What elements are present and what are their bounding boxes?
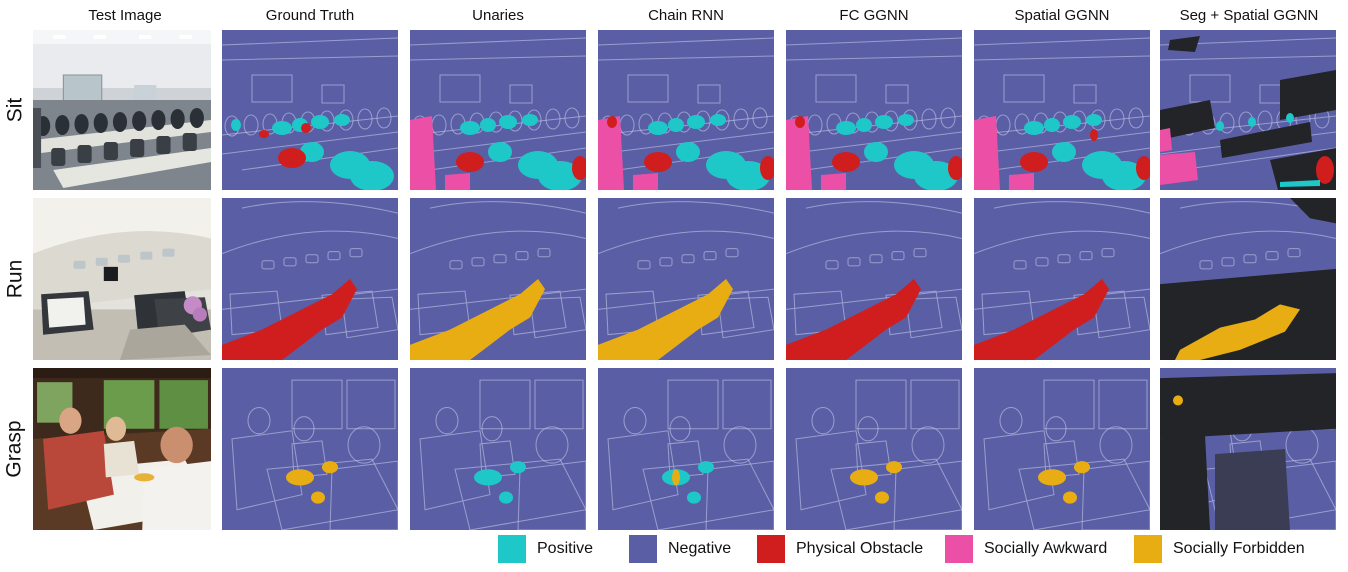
cell-run-ground-truth bbox=[222, 198, 398, 360]
row-label-sit: Sit bbox=[2, 97, 26, 123]
affordance-map-run-unaries bbox=[410, 198, 586, 360]
affordance-map-sit-seg-spatial-ggnn bbox=[1160, 30, 1336, 190]
cell-grasp-fc-ggnn bbox=[786, 368, 962, 530]
legend-label-positive: Positive bbox=[537, 540, 594, 557]
legend-item-socially-awkward: Socially Awkward bbox=[945, 533, 1107, 565]
legend-item-socially-forbidden: Socially Forbidden bbox=[1134, 533, 1305, 565]
legend-label-negative: Negative bbox=[668, 540, 732, 557]
cell-run-spatial-ggnn bbox=[974, 198, 1150, 360]
legend-swatch-positive bbox=[498, 535, 526, 563]
affordance-map-grasp-unaries bbox=[410, 368, 586, 530]
affordance-map-grasp-spatial-ggnn bbox=[974, 368, 1150, 530]
affordance-map-sit-chain-rnn bbox=[598, 30, 774, 190]
photo-grasp bbox=[33, 368, 211, 530]
cell-grasp-test-image bbox=[33, 368, 211, 530]
affordance-map-sit-fc-ggnn bbox=[786, 30, 962, 190]
cell-grasp-ground-truth bbox=[222, 368, 398, 530]
row-label-grasp: Grasp bbox=[3, 420, 26, 478]
cell-run-unaries bbox=[410, 198, 586, 360]
affordance-map-sit-ground-truth bbox=[222, 30, 398, 190]
cell-run-chain-rnn bbox=[598, 198, 774, 360]
affordance-map-run-spatial-ggnn bbox=[974, 198, 1150, 360]
cell-sit-ground-truth bbox=[222, 30, 398, 190]
cell-grasp-unaries bbox=[410, 368, 586, 530]
affordance-map-run-ground-truth bbox=[222, 198, 398, 360]
cell-sit-test-image bbox=[33, 30, 211, 190]
legend-item-negative: Negative bbox=[629, 533, 731, 565]
affordance-map-grasp-chain-rnn bbox=[598, 368, 774, 530]
cell-sit-spatial-ggnn bbox=[974, 30, 1150, 190]
legend-label-physical-obstacle: Physical Obstacle bbox=[796, 540, 924, 557]
affordance-map-sit-spatial-ggnn bbox=[974, 30, 1150, 190]
cell-run-seg-spatial-ggnn bbox=[1160, 198, 1336, 360]
affordance-map-run-chain-rnn bbox=[598, 198, 774, 360]
affordance-map-run-seg-spatial-ggnn bbox=[1160, 198, 1336, 360]
column-header-fc-ggnn: FC GGNN bbox=[839, 7, 909, 24]
legend-swatch-socially-awkward bbox=[945, 535, 973, 563]
cell-run-fc-ggnn bbox=[786, 198, 962, 360]
cell-sit-fc-ggnn bbox=[786, 30, 962, 190]
column-header-test-image: Test Image bbox=[88, 7, 162, 24]
legend-swatch-negative bbox=[629, 535, 657, 563]
cell-run-test-image bbox=[33, 198, 211, 360]
affordance-map-sit-unaries bbox=[410, 30, 586, 190]
column-header-unaries: Unaries bbox=[472, 7, 524, 24]
cell-sit-seg-spatial-ggnn bbox=[1160, 30, 1336, 190]
cell-grasp-spatial-ggnn bbox=[974, 368, 1150, 530]
row-label-run: Run bbox=[3, 259, 26, 299]
affordance-map-grasp-fc-ggnn bbox=[786, 368, 962, 530]
column-header-spatial-ggnn: Spatial GGNN bbox=[1014, 7, 1110, 24]
cell-sit-unaries bbox=[410, 30, 586, 190]
affordance-map-run-fc-ggnn bbox=[786, 198, 962, 360]
cell-sit-chain-rnn bbox=[598, 30, 774, 190]
photo-sit bbox=[33, 30, 211, 190]
affordance-map-grasp-ground-truth bbox=[222, 368, 398, 530]
legend-item-positive: Positive bbox=[498, 533, 593, 565]
legend-swatch-socially-forbidden bbox=[1134, 535, 1162, 563]
column-header-seg-spatial-ggnn: Seg + Spatial GGNN bbox=[1179, 7, 1319, 24]
affordance-map-grasp-seg-spatial-ggnn bbox=[1160, 368, 1336, 530]
legend-item-physical-obstacle: Physical Obstacle bbox=[757, 533, 923, 565]
cell-grasp-seg-spatial-ggnn bbox=[1160, 368, 1336, 530]
legend-label-socially-forbidden: Socially Forbidden bbox=[1173, 540, 1305, 557]
photo-run bbox=[33, 198, 211, 360]
column-header-ground-truth: Ground Truth bbox=[265, 7, 355, 24]
legend-label-socially-awkward: Socially Awkward bbox=[984, 540, 1108, 557]
legend-swatch-physical-obstacle bbox=[757, 535, 785, 563]
column-header-chain-rnn: Chain RNN bbox=[648, 7, 724, 24]
cell-grasp-chain-rnn bbox=[598, 368, 774, 530]
